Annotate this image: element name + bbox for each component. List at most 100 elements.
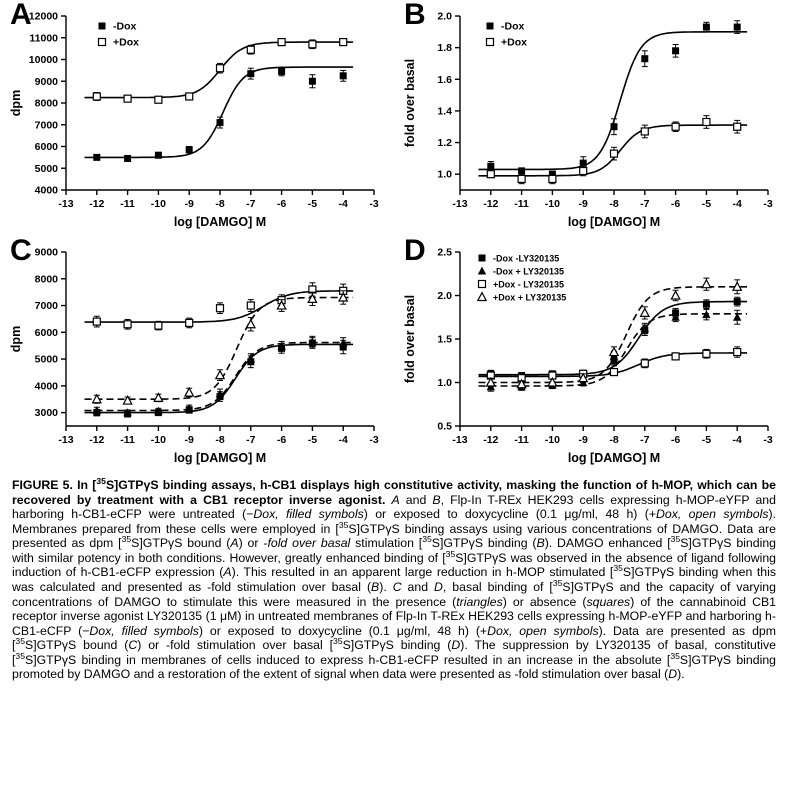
x-tick-label: -7 <box>640 434 649 446</box>
panel-b: B -13 -12 -11 -10 -9 -8 -7 -6 -5 -4 -3 1.0 1.2 1.4 1.6… <box>394 0 788 236</box>
x-tick-label: -13 <box>452 434 467 446</box>
series--Dox <box>93 66 347 162</box>
y-tick-label: 1.0 <box>437 169 452 181</box>
y-axis-title: fold over basal <box>403 59 417 147</box>
x-tick-label: -4 <box>339 198 348 210</box>
chart-svg-A: -13 -12 -11 -10 -9 -8 -7 -6 -5 -4 -3 4000 5000 6000 70… <box>9 11 379 230</box>
y-tick-label: 5000 <box>35 163 59 175</box>
chart-svg-B: -13 -12 -11 -10 -9 -8 -7 -6 -5 -4 -3 1.0 1.2 1.4 1.6 1.… <box>403 11 773 230</box>
series-+Dox---LY320135 <box>92 282 348 331</box>
legend: -Dox -LY320135 -Dox + LY320135 +Dox - LY32… <box>476 254 566 303</box>
legend-label: +Dox <box>501 37 527 49</box>
panel-b-label: B <box>404 0 426 31</box>
panel-a: A -13 -12 -11 -10 -9 -8 -7 -6 -5 -4 -3 4000 5000 6000… <box>0 0 394 236</box>
figure-5: A -13 -12 -11 -10 -9 -8 -7 -6 -5 -4 -3 4000 5000 6000… <box>0 0 788 682</box>
x-tick-label: -6 <box>671 198 680 210</box>
x-tick-label: -4 <box>733 198 742 210</box>
y-tick-label: 1.4 <box>437 105 452 117</box>
x-tick-label: -4 <box>733 434 742 446</box>
y-tick-label: 1.5 <box>437 334 452 346</box>
legend: -Dox +Dox <box>485 21 527 49</box>
panel-a-chart: -13 -12 -11 -10 -9 -8 -7 -6 -5 -4 -3 4000 5000 6000 70… <box>6 2 390 241</box>
x-tick-label: -11 <box>120 198 135 210</box>
x-tick-label: -13 <box>58 198 73 210</box>
x-tick-label: -9 <box>185 434 194 446</box>
x-axis-title: log [DAMGO] M <box>174 215 266 229</box>
legend-label: -Dox + LY320135 <box>493 267 564 277</box>
legend-label: -Dox -LY320135 <box>493 254 559 264</box>
y-tick-label: 1.6 <box>437 74 452 86</box>
x-axis-title: log [DAMGO] M <box>568 215 660 229</box>
y-tick-label: 8000 <box>35 98 59 110</box>
series-+Dox-+-LY320135 <box>485 277 743 389</box>
y-tick-label: 8000 <box>35 273 59 285</box>
legend-label: +Dox + LY320135 <box>493 293 566 303</box>
x-tick-label: -8 <box>215 434 224 446</box>
x-tick-label: -10 <box>151 198 166 210</box>
charts-grid: A -13 -12 -11 -10 -9 -8 -7 -6 -5 -4 -3 4000 5000 6000… <box>0 0 788 472</box>
y-axis-title: fold over basal <box>403 295 417 383</box>
y-tick-label: 2.0 <box>437 11 452 23</box>
x-tick-label: -9 <box>579 198 588 210</box>
legend-label: -Dox <box>501 21 524 33</box>
axes <box>61 15 375 195</box>
x-tick-label: -6 <box>277 198 286 210</box>
y-tick-label: 12000 <box>29 11 58 23</box>
x-tick-label: -5 <box>702 198 711 210</box>
x-tick-label: -12 <box>89 434 104 446</box>
y-tick-label: 0.5 <box>437 421 452 433</box>
legend-label: +Dox <box>113 37 139 49</box>
x-tick-label: -3 <box>369 434 378 446</box>
x-tick-label: -9 <box>579 434 588 446</box>
panel-a-label: A <box>10 0 32 31</box>
x-tick-label: -4 <box>339 434 348 446</box>
axes <box>455 251 769 431</box>
y-axis-title: dpm <box>9 90 23 116</box>
x-tick-label: -9 <box>185 198 194 210</box>
legend-label: -Dox <box>113 21 136 33</box>
y-tick-label: 6000 <box>35 327 59 339</box>
fit-curve <box>478 31 748 171</box>
y-tick-label: 5000 <box>35 354 59 366</box>
x-tick-label: -6 <box>671 434 680 446</box>
y-tick-label: 2.5 <box>437 247 452 259</box>
x-tick-label: -10 <box>545 198 560 210</box>
x-tick-label: -3 <box>369 198 378 210</box>
x-tick-label: -5 <box>308 198 317 210</box>
y-tick-label: 11000 <box>29 32 58 44</box>
y-tick-label: 10000 <box>29 54 58 66</box>
panel-d: D -13 -12 -11 -10 -9 -8 -7 -6 -5 -4 -3 0.5 1.0 1.5 2.0… <box>394 234 788 472</box>
x-tick-label: -11 <box>514 198 529 210</box>
series-+Dox <box>92 37 348 104</box>
x-tick-label: -12 <box>483 434 498 446</box>
y-tick-label: 4000 <box>35 185 59 197</box>
panel-c-label: C <box>10 234 32 267</box>
x-axis-title: log [DAMGO] M <box>568 451 660 465</box>
x-tick-label: -12 <box>89 198 104 210</box>
x-tick-label: -3 <box>763 198 772 210</box>
panel-d-chart: -13 -12 -11 -10 -9 -8 -7 -6 -5 -4 -3 0.5 1.0 1.5 2.0 2.… <box>400 238 784 477</box>
x-tick-label: -8 <box>215 198 224 210</box>
y-tick-label: 7000 <box>35 300 59 312</box>
x-tick-label: -8 <box>609 198 618 210</box>
x-tick-label: -13 <box>452 198 467 210</box>
x-tick-label: -5 <box>702 434 711 446</box>
panel-c-chart: -13 -12 -11 -10 -9 -8 -7 -6 -5 -4 -3 3000 4000 5000 60… <box>6 238 390 477</box>
x-axis-title: log [DAMGO] M <box>174 451 266 465</box>
x-tick-label: -12 <box>483 198 498 210</box>
x-tick-label: -3 <box>763 434 772 446</box>
panel-c: C -13 -12 -11 -10 -9 -8 -7 -6 -5 -4 -3 3000 4000 5000… <box>0 234 394 472</box>
y-tick-label: 7000 <box>35 119 59 131</box>
y-tick-label: 9000 <box>35 76 59 88</box>
x-tick-label: -11 <box>120 434 135 446</box>
axes <box>61 251 375 431</box>
x-tick-label: -7 <box>246 434 255 446</box>
x-tick-label: -7 <box>640 198 649 210</box>
figure-caption: FIGURE 5. In [35S]GTPγS binding assays, … <box>12 475 776 682</box>
x-tick-label: -10 <box>545 434 560 446</box>
y-tick-label: 4000 <box>35 380 59 392</box>
y-axis-title: dpm <box>9 326 23 352</box>
axes <box>455 15 769 195</box>
x-tick-label: -5 <box>308 434 317 446</box>
x-tick-label: -8 <box>609 434 618 446</box>
